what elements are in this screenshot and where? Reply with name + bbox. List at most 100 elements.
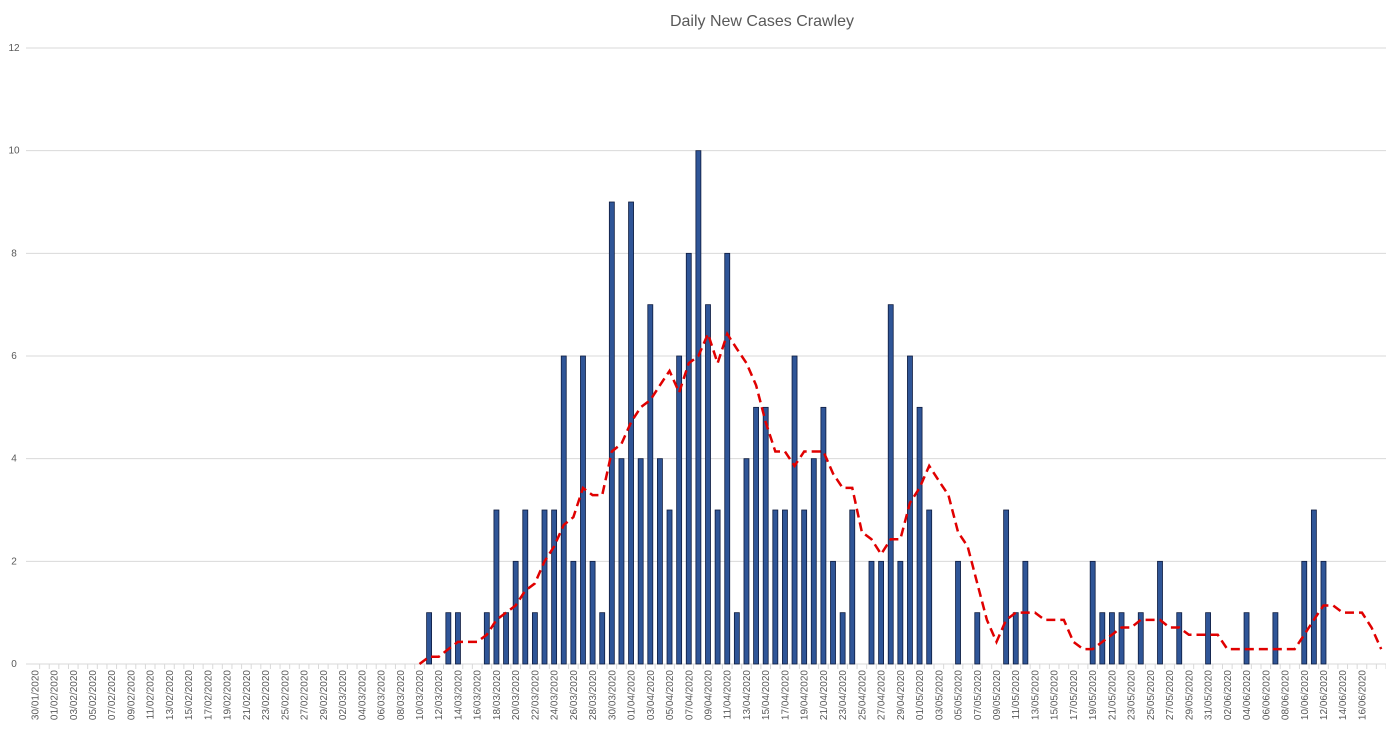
bar bbox=[1301, 560, 1308, 665]
bar bbox=[1137, 612, 1144, 665]
bar bbox=[830, 560, 836, 665]
x-tick-label: 14/03/2020 bbox=[453, 670, 464, 720]
bar bbox=[955, 560, 961, 665]
bar bbox=[733, 612, 740, 665]
x-tick-label: 19/05/2020 bbox=[1088, 670, 1099, 720]
x-tick-label: 22/03/2020 bbox=[530, 670, 541, 720]
bar bbox=[1089, 560, 1096, 665]
x-tick-label: 02/03/2020 bbox=[338, 670, 349, 720]
bar bbox=[570, 560, 577, 665]
x-tick-label: 21/02/2020 bbox=[242, 670, 253, 720]
bar bbox=[628, 201, 634, 665]
x-tick-label: 04/06/2020 bbox=[1242, 670, 1253, 720]
y-tick-label: 8 bbox=[11, 248, 17, 259]
x-tick-label: 21/04/2020 bbox=[819, 670, 830, 720]
x-tick-label: 27/05/2020 bbox=[1165, 670, 1176, 720]
y-tick-label: 2 bbox=[11, 556, 17, 567]
bar bbox=[647, 304, 654, 665]
x-tick-label: 17/04/2020 bbox=[780, 670, 791, 720]
bar bbox=[782, 509, 788, 665]
x-tick-label: 12/03/2020 bbox=[434, 670, 445, 720]
bar bbox=[839, 612, 846, 665]
x-tick-label: 05/04/2020 bbox=[665, 670, 676, 720]
bar bbox=[531, 612, 538, 665]
x-tick-label: 13/05/2020 bbox=[1030, 670, 1041, 720]
bar bbox=[1157, 560, 1163, 665]
y-tick-label: 6 bbox=[11, 351, 17, 362]
bar bbox=[1310, 509, 1317, 665]
bar bbox=[705, 304, 711, 665]
y-tick-label: 12 bbox=[8, 43, 20, 54]
x-tick-label: 31/05/2020 bbox=[1204, 670, 1215, 720]
bar bbox=[1118, 612, 1125, 665]
x-tick-label: 07/02/2020 bbox=[107, 670, 118, 720]
bar bbox=[791, 355, 798, 665]
bar bbox=[887, 304, 894, 665]
x-tick-label: 10/06/2020 bbox=[1300, 670, 1311, 720]
bar bbox=[1012, 612, 1019, 665]
x-tick-label: 29/05/2020 bbox=[1184, 670, 1195, 720]
bar bbox=[503, 612, 509, 665]
bar bbox=[714, 509, 721, 665]
x-tick-label: 06/06/2020 bbox=[1261, 670, 1272, 720]
bar bbox=[426, 612, 433, 665]
x-tick-label: 15/05/2020 bbox=[1050, 670, 1061, 720]
bar bbox=[676, 355, 683, 665]
x-tick-label: 03/02/2020 bbox=[69, 670, 80, 720]
bar bbox=[868, 560, 875, 665]
bar bbox=[1320, 560, 1327, 665]
x-tick-label: 17/02/2020 bbox=[203, 670, 214, 720]
bar bbox=[618, 458, 625, 665]
x-tick-label: 07/04/2020 bbox=[684, 670, 695, 720]
x-tick-label: 14/06/2020 bbox=[1338, 670, 1349, 720]
bar bbox=[762, 406, 769, 665]
x-tick-label: 01/04/2020 bbox=[627, 670, 638, 720]
bar bbox=[657, 458, 663, 665]
x-tick-label: 08/06/2020 bbox=[1281, 670, 1292, 720]
x-tick-label: 23/02/2020 bbox=[261, 670, 272, 720]
x-tick-label: 05/02/2020 bbox=[88, 670, 99, 720]
bar bbox=[1099, 612, 1106, 665]
bar bbox=[724, 252, 731, 665]
bar bbox=[810, 458, 817, 665]
x-tick-label: 05/05/2020 bbox=[954, 670, 965, 720]
x-tick-label: 30/03/2020 bbox=[607, 670, 618, 720]
bar bbox=[849, 509, 856, 665]
bar bbox=[637, 458, 644, 665]
x-tick-label: 25/04/2020 bbox=[857, 670, 868, 720]
bar bbox=[685, 252, 692, 665]
bar bbox=[907, 355, 913, 665]
bar bbox=[1109, 612, 1115, 665]
bar bbox=[580, 355, 586, 665]
bar bbox=[772, 509, 779, 665]
bar bbox=[1272, 612, 1279, 665]
bar bbox=[974, 612, 981, 665]
bar bbox=[1205, 612, 1211, 665]
bar bbox=[753, 406, 759, 665]
x-tick-label: 03/05/2020 bbox=[934, 670, 945, 720]
x-tick-label: 09/05/2020 bbox=[992, 670, 1003, 720]
x-tick-label: 23/04/2020 bbox=[838, 670, 849, 720]
x-tick-label: 27/04/2020 bbox=[877, 670, 888, 720]
x-tick-label: 27/02/2020 bbox=[300, 670, 311, 720]
x-tick-label: 13/02/2020 bbox=[165, 670, 176, 720]
bar bbox=[1176, 612, 1183, 665]
bar bbox=[560, 355, 567, 665]
x-tick-label: 25/02/2020 bbox=[280, 670, 291, 720]
bar bbox=[522, 509, 529, 665]
x-tick-label: 28/03/2020 bbox=[588, 670, 599, 720]
bar bbox=[608, 201, 615, 665]
y-tick-label: 10 bbox=[8, 146, 20, 157]
x-tick-label: 10/03/2020 bbox=[415, 670, 426, 720]
bar bbox=[455, 612, 461, 665]
x-tick-label: 08/03/2020 bbox=[396, 670, 407, 720]
bar bbox=[599, 612, 606, 665]
x-tick-label: 02/06/2020 bbox=[1223, 670, 1234, 720]
moving-average-line bbox=[418, 330, 1383, 666]
x-tick-label: 13/04/2020 bbox=[742, 670, 753, 720]
y-tick-label: 4 bbox=[11, 454, 17, 465]
bar bbox=[820, 406, 827, 665]
x-tick-label: 19/02/2020 bbox=[223, 670, 234, 720]
x-tick-label: 09/02/2020 bbox=[126, 670, 137, 720]
